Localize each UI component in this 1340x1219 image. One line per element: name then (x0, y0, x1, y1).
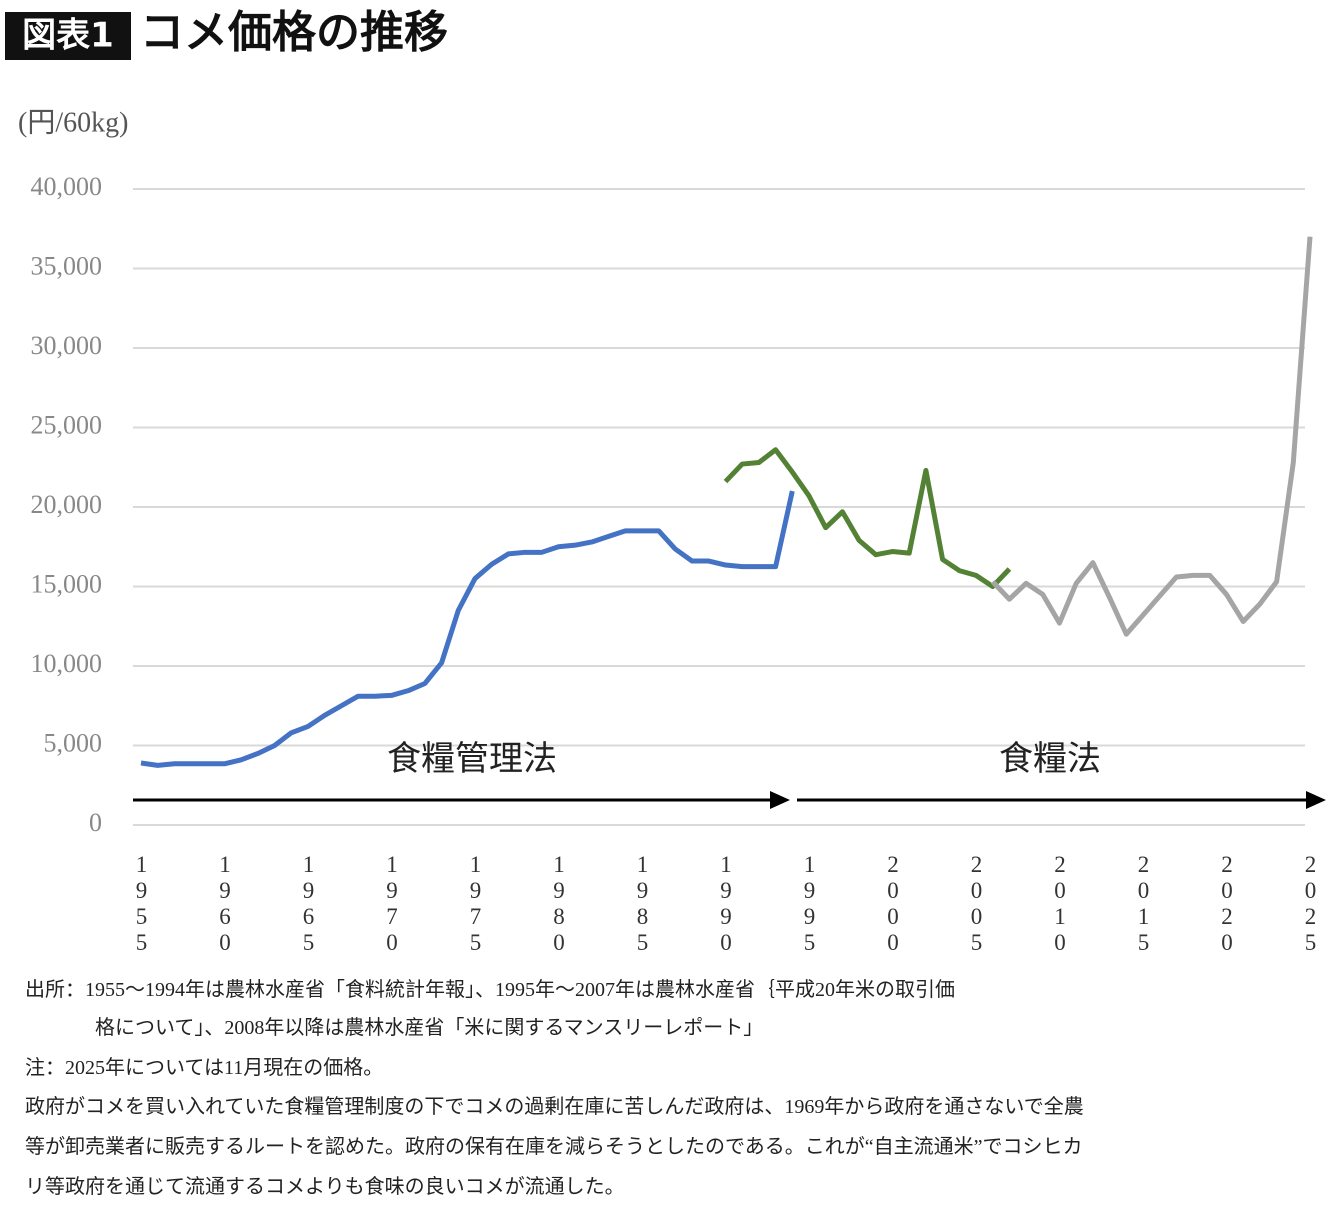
y-axis-label: (円/60kg) (18, 107, 128, 138)
y-tick-label: 35,000 (31, 251, 103, 280)
plot (140, 236, 1313, 768)
series-line (723, 447, 1012, 589)
y-tick-label: 10,000 (31, 649, 103, 678)
series-line (990, 236, 1313, 637)
arrowhead (770, 791, 790, 809)
footnote: リ等政府を通じて流通するコメよりも食味の良いコメが流通した。 (25, 1176, 625, 1198)
x-tick-label: 1955 (129, 852, 154, 956)
grid: 0 5,000 10,000 15,000 20,000 25,000 30,000 35,0… (31, 172, 1305, 837)
x-tick-label: 2025 (1298, 852, 1323, 956)
x-tick-label: 1980 (546, 852, 572, 956)
y-tick-label: 5,000 (44, 728, 103, 757)
x-tick-label: 1990 (713, 852, 739, 956)
footnote: 等が卸売業者に販売するルートを認めた。政府の保有在庫を減らそうとしたのである。こ… (25, 1136, 1083, 1158)
y-tick-label: 25,000 (31, 410, 103, 439)
x-tick-label: 2010 (1047, 852, 1073, 956)
footnote: 出所：1955～1994年は農林水産省「食料統計年報」、1995年～2007年は… (25, 979, 955, 1001)
y-tick-label: 30,000 (31, 331, 103, 360)
x-tick-label: 2005 (964, 852, 989, 956)
y-tick-label: 40,000 (31, 172, 103, 201)
chart-title: コメ価格の推移 (140, 7, 448, 58)
y-tick-label: 20,000 (31, 490, 103, 519)
x-tick-label: 1995 (797, 852, 822, 956)
y-tick-label: 0 (89, 808, 102, 837)
annotation: 食糧法 (999, 740, 1101, 778)
x-tick-label: 2000 (880, 852, 906, 956)
y-tick-label: 15,000 (31, 569, 103, 598)
title-tag: 図表1 (22, 16, 114, 56)
footnote: 政府がコメを買い入れていた食糧管理制度の下でコメの過剰在庫に苦しんだ政府は、19… (25, 1096, 1084, 1118)
footnote: 格について」、2008年以降は農林水産省「米に関するマンスリーレポート」 (95, 1017, 764, 1039)
x-tick-label: 2015 (1131, 852, 1156, 956)
arrowhead (1306, 791, 1326, 809)
x-tick-label: 2020 (1214, 852, 1240, 956)
x-tick-label: 1975 (463, 852, 488, 956)
x-tick-label: 1960 (212, 852, 238, 956)
annotation: 食糧管理法 (387, 740, 557, 778)
footnote: 注：2025年については11月現在の価格。 (25, 1057, 384, 1079)
x-tick-label: 1985 (630, 852, 655, 956)
x-tick-label: 1970 (379, 852, 405, 956)
series-line (140, 490, 795, 768)
x-tick-label: 1965 (296, 852, 321, 956)
title-tag-box (5, 12, 131, 60)
